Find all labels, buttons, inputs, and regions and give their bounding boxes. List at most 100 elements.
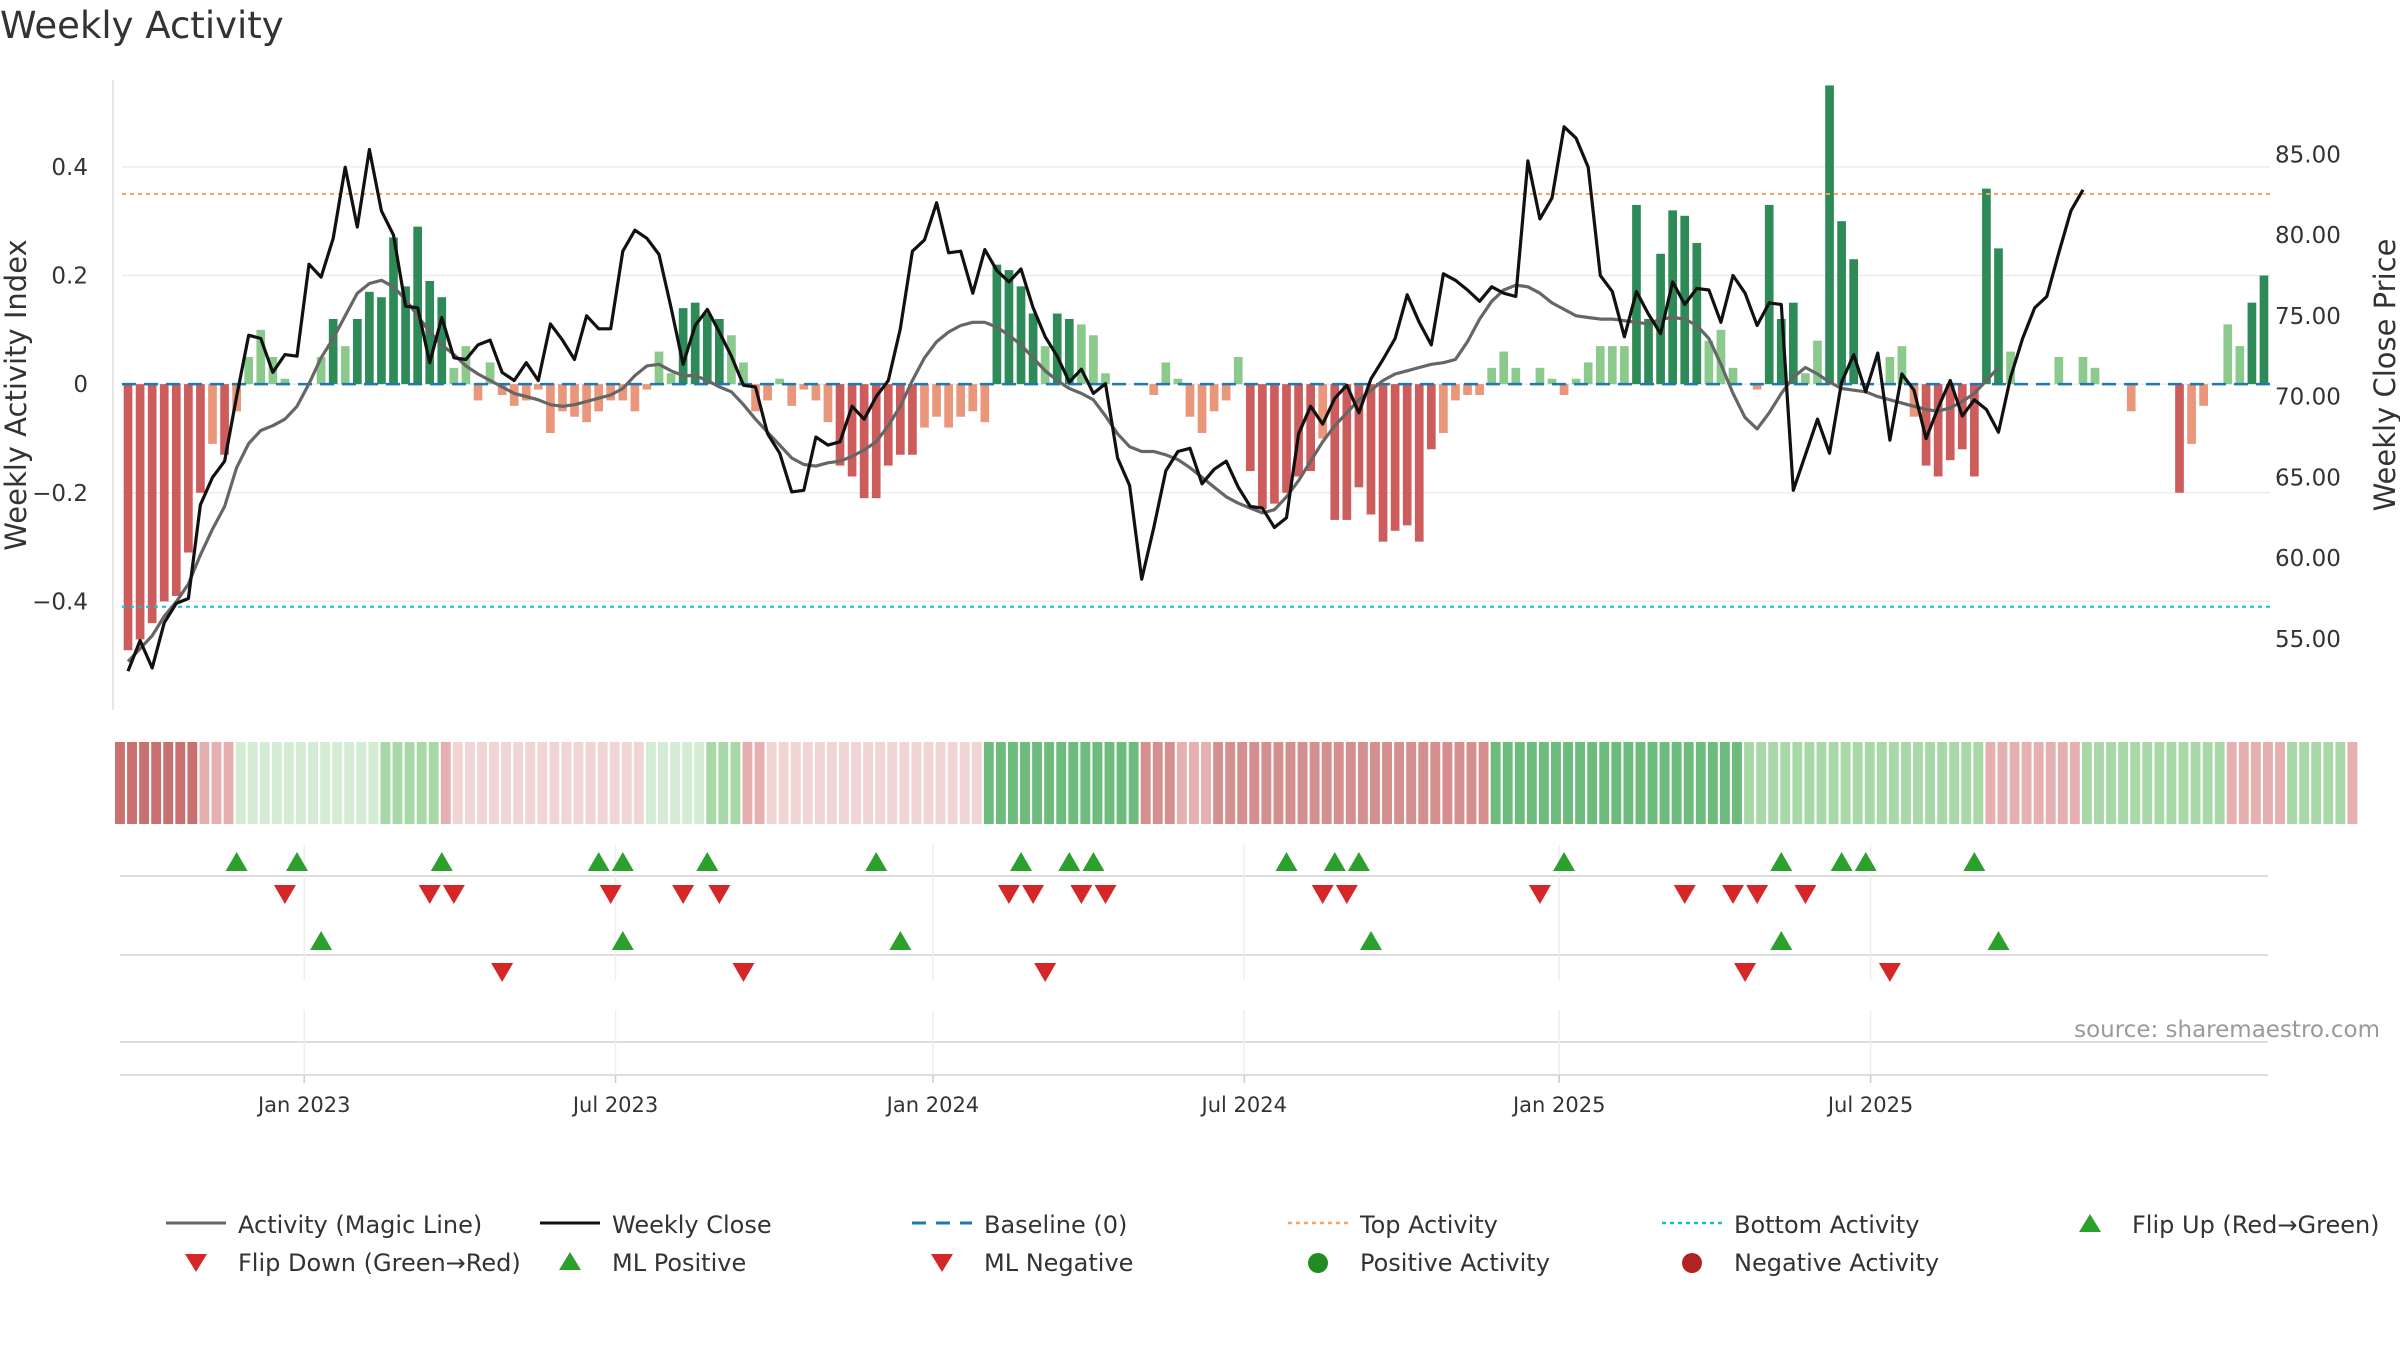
flip-up-marker: [285, 852, 308, 871]
activity-bar: [751, 384, 760, 412]
strip-cell: [344, 742, 355, 824]
y2-tick-label: 65.00: [2275, 465, 2341, 491]
strip-cell: [368, 742, 379, 824]
activity-bar: [1342, 384, 1352, 520]
strip-cell: [1768, 742, 1779, 824]
strip-cell: [1333, 742, 1344, 824]
strip-cell: [2226, 742, 2237, 824]
flip-down-marker: [1722, 885, 1744, 904]
legend-item: ML Positive: [559, 1249, 746, 1277]
activity-bar: [2006, 351, 2015, 385]
strip-cell: [2069, 742, 2080, 824]
strip-cell: [694, 742, 705, 824]
strip-cell: [187, 742, 198, 824]
strip-cell: [1140, 742, 1151, 824]
y2-tick-label: 80.00: [2275, 223, 2341, 249]
flip-down-marker: [1335, 885, 1358, 904]
legend-swatch: [185, 1254, 207, 1272]
strip-cell: [332, 742, 343, 824]
strip-cell: [2178, 742, 2189, 824]
activity-bar: [932, 384, 941, 417]
strip-cell: [621, 742, 632, 824]
strip-cell: [1056, 742, 1067, 824]
activity-bar: [1994, 248, 2003, 385]
activity-bar: [1354, 384, 1364, 488]
flip-up-marker: [1963, 852, 1986, 871]
strip-cell: [1707, 742, 1718, 824]
activity-bar: [763, 384, 772, 401]
activity-bar: [1318, 384, 1328, 439]
strip-cell: [1563, 742, 1573, 824]
activity-bar: [1064, 318, 1074, 385]
activity-bar: [690, 302, 700, 385]
activity-bar: [920, 384, 929, 428]
strip-cell: [1864, 742, 1875, 824]
activity-bar: [847, 384, 857, 477]
strip-cell: [175, 742, 186, 824]
activity-bar: [1378, 384, 1388, 542]
strip-cell: [2238, 742, 2249, 824]
activity-bar: [1209, 384, 1219, 412]
activity-bar: [1595, 346, 1605, 385]
activity-bar: [642, 384, 652, 390]
strip-cell: [392, 742, 403, 824]
activity-bar: [1885, 356, 1895, 385]
flip-up-marker: [696, 852, 719, 871]
strip-cell: [115, 742, 125, 824]
strip-cell: [2045, 742, 2056, 824]
strip-cell: [1551, 742, 1561, 824]
activity-bar: [606, 384, 616, 401]
strip-cell: [1466, 742, 1477, 824]
flip-down-marker: [1311, 885, 1334, 904]
activity-bar: [1451, 384, 1460, 401]
strip-cell: [1599, 742, 1610, 824]
activity-bar: [135, 384, 145, 640]
activity-bar: [1149, 384, 1159, 395]
strip-cell: [754, 742, 765, 824]
activity-bar: [1921, 384, 1931, 466]
strip-cell: [1032, 742, 1043, 824]
strip-cell: [1925, 742, 1936, 824]
activity-bar: [485, 362, 495, 385]
flip-down-marker: [1746, 885, 1769, 904]
strip-cell: [1623, 742, 1634, 824]
strip-cell: [1297, 742, 1308, 824]
x-tick-label: Jul 2025: [1826, 1093, 1913, 1117]
strip-cell: [875, 742, 886, 824]
strip-cell: [2106, 742, 2117, 824]
legend-item: Activity (Magic Line): [166, 1211, 482, 1239]
activity-bar: [1040, 346, 1050, 385]
activity-bar: [787, 384, 797, 406]
legend-swatch: [559, 1252, 581, 1270]
activity-bar: [377, 297, 386, 385]
strip-cell: [464, 742, 475, 824]
flip-down-marker: [1528, 885, 1551, 904]
strip-cell: [199, 742, 210, 824]
strip-cell: [537, 742, 548, 824]
strip-cell: [1321, 742, 1332, 824]
strip-cell: [1345, 742, 1356, 824]
activity-bar: [1716, 329, 1726, 385]
activity-bar: [1016, 286, 1026, 385]
strip-cell: [947, 742, 958, 824]
y-tick-label: 0.4: [51, 155, 88, 181]
ml-positive-marker: [1987, 931, 2010, 950]
activity-bar: [171, 384, 181, 596]
ml-positive-marker: [1359, 931, 1382, 950]
legend-item: Positive Activity: [1308, 1249, 1550, 1277]
activity-strip: [115, 742, 2358, 824]
legend-swatch: [1308, 1253, 1328, 1273]
x-tick-label: Jul 2023: [571, 1093, 658, 1117]
activity-bar: [859, 384, 869, 499]
strip-cell: [561, 742, 572, 824]
strip-cell: [1007, 742, 1018, 824]
strip-cell: [1961, 742, 1972, 824]
activity-bar: [521, 384, 531, 401]
activity-bar: [352, 318, 362, 385]
strip-cell: [1152, 742, 1163, 824]
ml-negative-marker: [732, 963, 755, 982]
flip-down-marker: [708, 885, 731, 904]
strip-cell: [2033, 742, 2044, 824]
strip-cell: [2190, 742, 2201, 824]
flip-up-marker: [1323, 852, 1346, 871]
